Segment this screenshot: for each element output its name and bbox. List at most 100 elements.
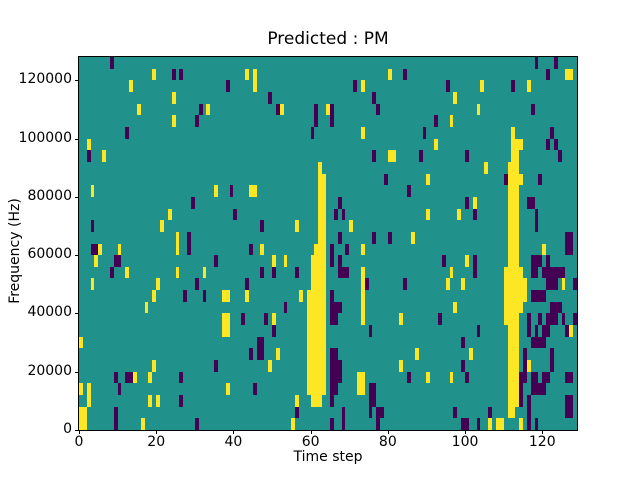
heatmap-cell [526, 196, 531, 209]
heatmap-cell [569, 231, 574, 256]
heatmap-cell [152, 360, 157, 372]
heatmap-cell [310, 255, 315, 407]
heatmap-cell [465, 255, 469, 267]
heatmap-cell [333, 208, 338, 221]
heatmap-cell [171, 91, 176, 104]
heatmap-cell [519, 418, 523, 430]
heatmap-cell [530, 371, 535, 396]
y-tick-label: 20000 [27, 362, 72, 379]
y-tick-mark [75, 371, 79, 373]
heatmap-cell [542, 325, 547, 349]
heatmap-cell [113, 406, 118, 430]
heatmap-cell [79, 383, 83, 396]
heatmap-cell [553, 301, 558, 326]
heatmap-cell [183, 290, 188, 302]
y-tick-mark [75, 196, 79, 198]
heatmap-cell [534, 418, 539, 430]
heatmap-cell [179, 371, 184, 384]
heatmap-cell [403, 278, 408, 291]
heatmap-cell [530, 196, 535, 209]
heatmap-cell [546, 371, 550, 384]
heatmap-cell [530, 103, 535, 116]
heatmap-cell [356, 371, 361, 396]
heatmap-cell [488, 418, 493, 430]
heatmap-cell [109, 57, 114, 69]
heatmap-cell [291, 418, 296, 430]
heatmap-cell [526, 360, 531, 372]
heatmap-cell [245, 278, 249, 291]
heatmap-cell [434, 138, 439, 151]
heatmap-cell [465, 196, 469, 209]
heatmap-cell [569, 325, 574, 337]
heatmap-cell [549, 126, 554, 139]
heatmap-cell [225, 80, 230, 92]
heatmap-cell [102, 150, 107, 162]
heatmap-cell [275, 103, 280, 116]
heatmap-cell [538, 173, 543, 186]
x-tick-label: 20 [147, 434, 166, 450]
heatmap-cell [94, 243, 99, 256]
heatmap-cell [472, 196, 477, 209]
heatmap-cell [310, 126, 315, 139]
y-tick-label: 120000 [18, 71, 72, 88]
heatmap-cell [345, 243, 350, 256]
heatmap-cell [252, 383, 257, 396]
heatmap-cell [148, 371, 153, 384]
heatmap-cell [349, 220, 354, 232]
heatmap-cell [372, 231, 377, 244]
y-tick-label: 0 [63, 421, 72, 437]
heatmap-cell [337, 360, 342, 384]
heatmap-cell [333, 301, 338, 326]
heatmap-cell [295, 220, 300, 232]
heatmap-cell [561, 278, 566, 291]
heatmap-cell [557, 150, 562, 162]
heatmap-cell [376, 406, 381, 430]
heatmap-cell [407, 371, 411, 384]
heatmap-cell [318, 161, 323, 407]
heatmap-cell [187, 231, 191, 256]
heatmap-cell [248, 185, 253, 197]
heatmap-cell [565, 231, 570, 256]
heatmap-cell [260, 220, 265, 232]
heatmap-cell [167, 208, 172, 221]
heatmap-cell [553, 138, 558, 151]
heatmap-cell [526, 395, 531, 430]
heatmap-cell [171, 68, 176, 81]
heatmap-cell [476, 418, 481, 430]
heatmap-cell [86, 138, 91, 151]
heatmap-cell [225, 290, 230, 302]
x-tick-label: 120 [528, 434, 556, 450]
heatmap-cell [272, 325, 276, 337]
heatmap-cell [79, 406, 83, 430]
heatmap-cell [519, 173, 523, 186]
heatmap-cell [337, 231, 342, 244]
heatmap-cell [194, 418, 199, 430]
heatmap-cell [368, 383, 373, 419]
heatmap-cell [314, 103, 319, 127]
heatmap-cell [94, 255, 99, 267]
heatmap-cell [353, 80, 357, 92]
heatmap-cell [499, 418, 504, 430]
heatmap-cell [322, 173, 327, 396]
heatmap-cell [445, 278, 450, 291]
heatmap-cell [268, 360, 273, 372]
heatmap-cell [268, 91, 273, 104]
heatmap-cell [495, 418, 500, 430]
heatmap-cell [461, 418, 466, 430]
heatmap-cell [526, 313, 531, 337]
heatmap-cell [329, 290, 334, 326]
heatmap-cell [125, 371, 130, 384]
heatmap-cell [519, 138, 523, 151]
heatmap-cell [383, 173, 388, 186]
heatmap-cell [260, 243, 265, 256]
heatmap-cell [113, 371, 118, 384]
heatmap-cell [546, 266, 550, 291]
y-tick-label: 60000 [27, 246, 72, 263]
heatmap-cell [295, 266, 300, 279]
plot-area [79, 57, 577, 430]
heatmap-cell [434, 115, 439, 127]
heatmap-cell [484, 161, 489, 174]
heatmap-cell [565, 371, 570, 384]
heatmap-cell [283, 301, 288, 314]
heatmap-cell [530, 336, 535, 349]
